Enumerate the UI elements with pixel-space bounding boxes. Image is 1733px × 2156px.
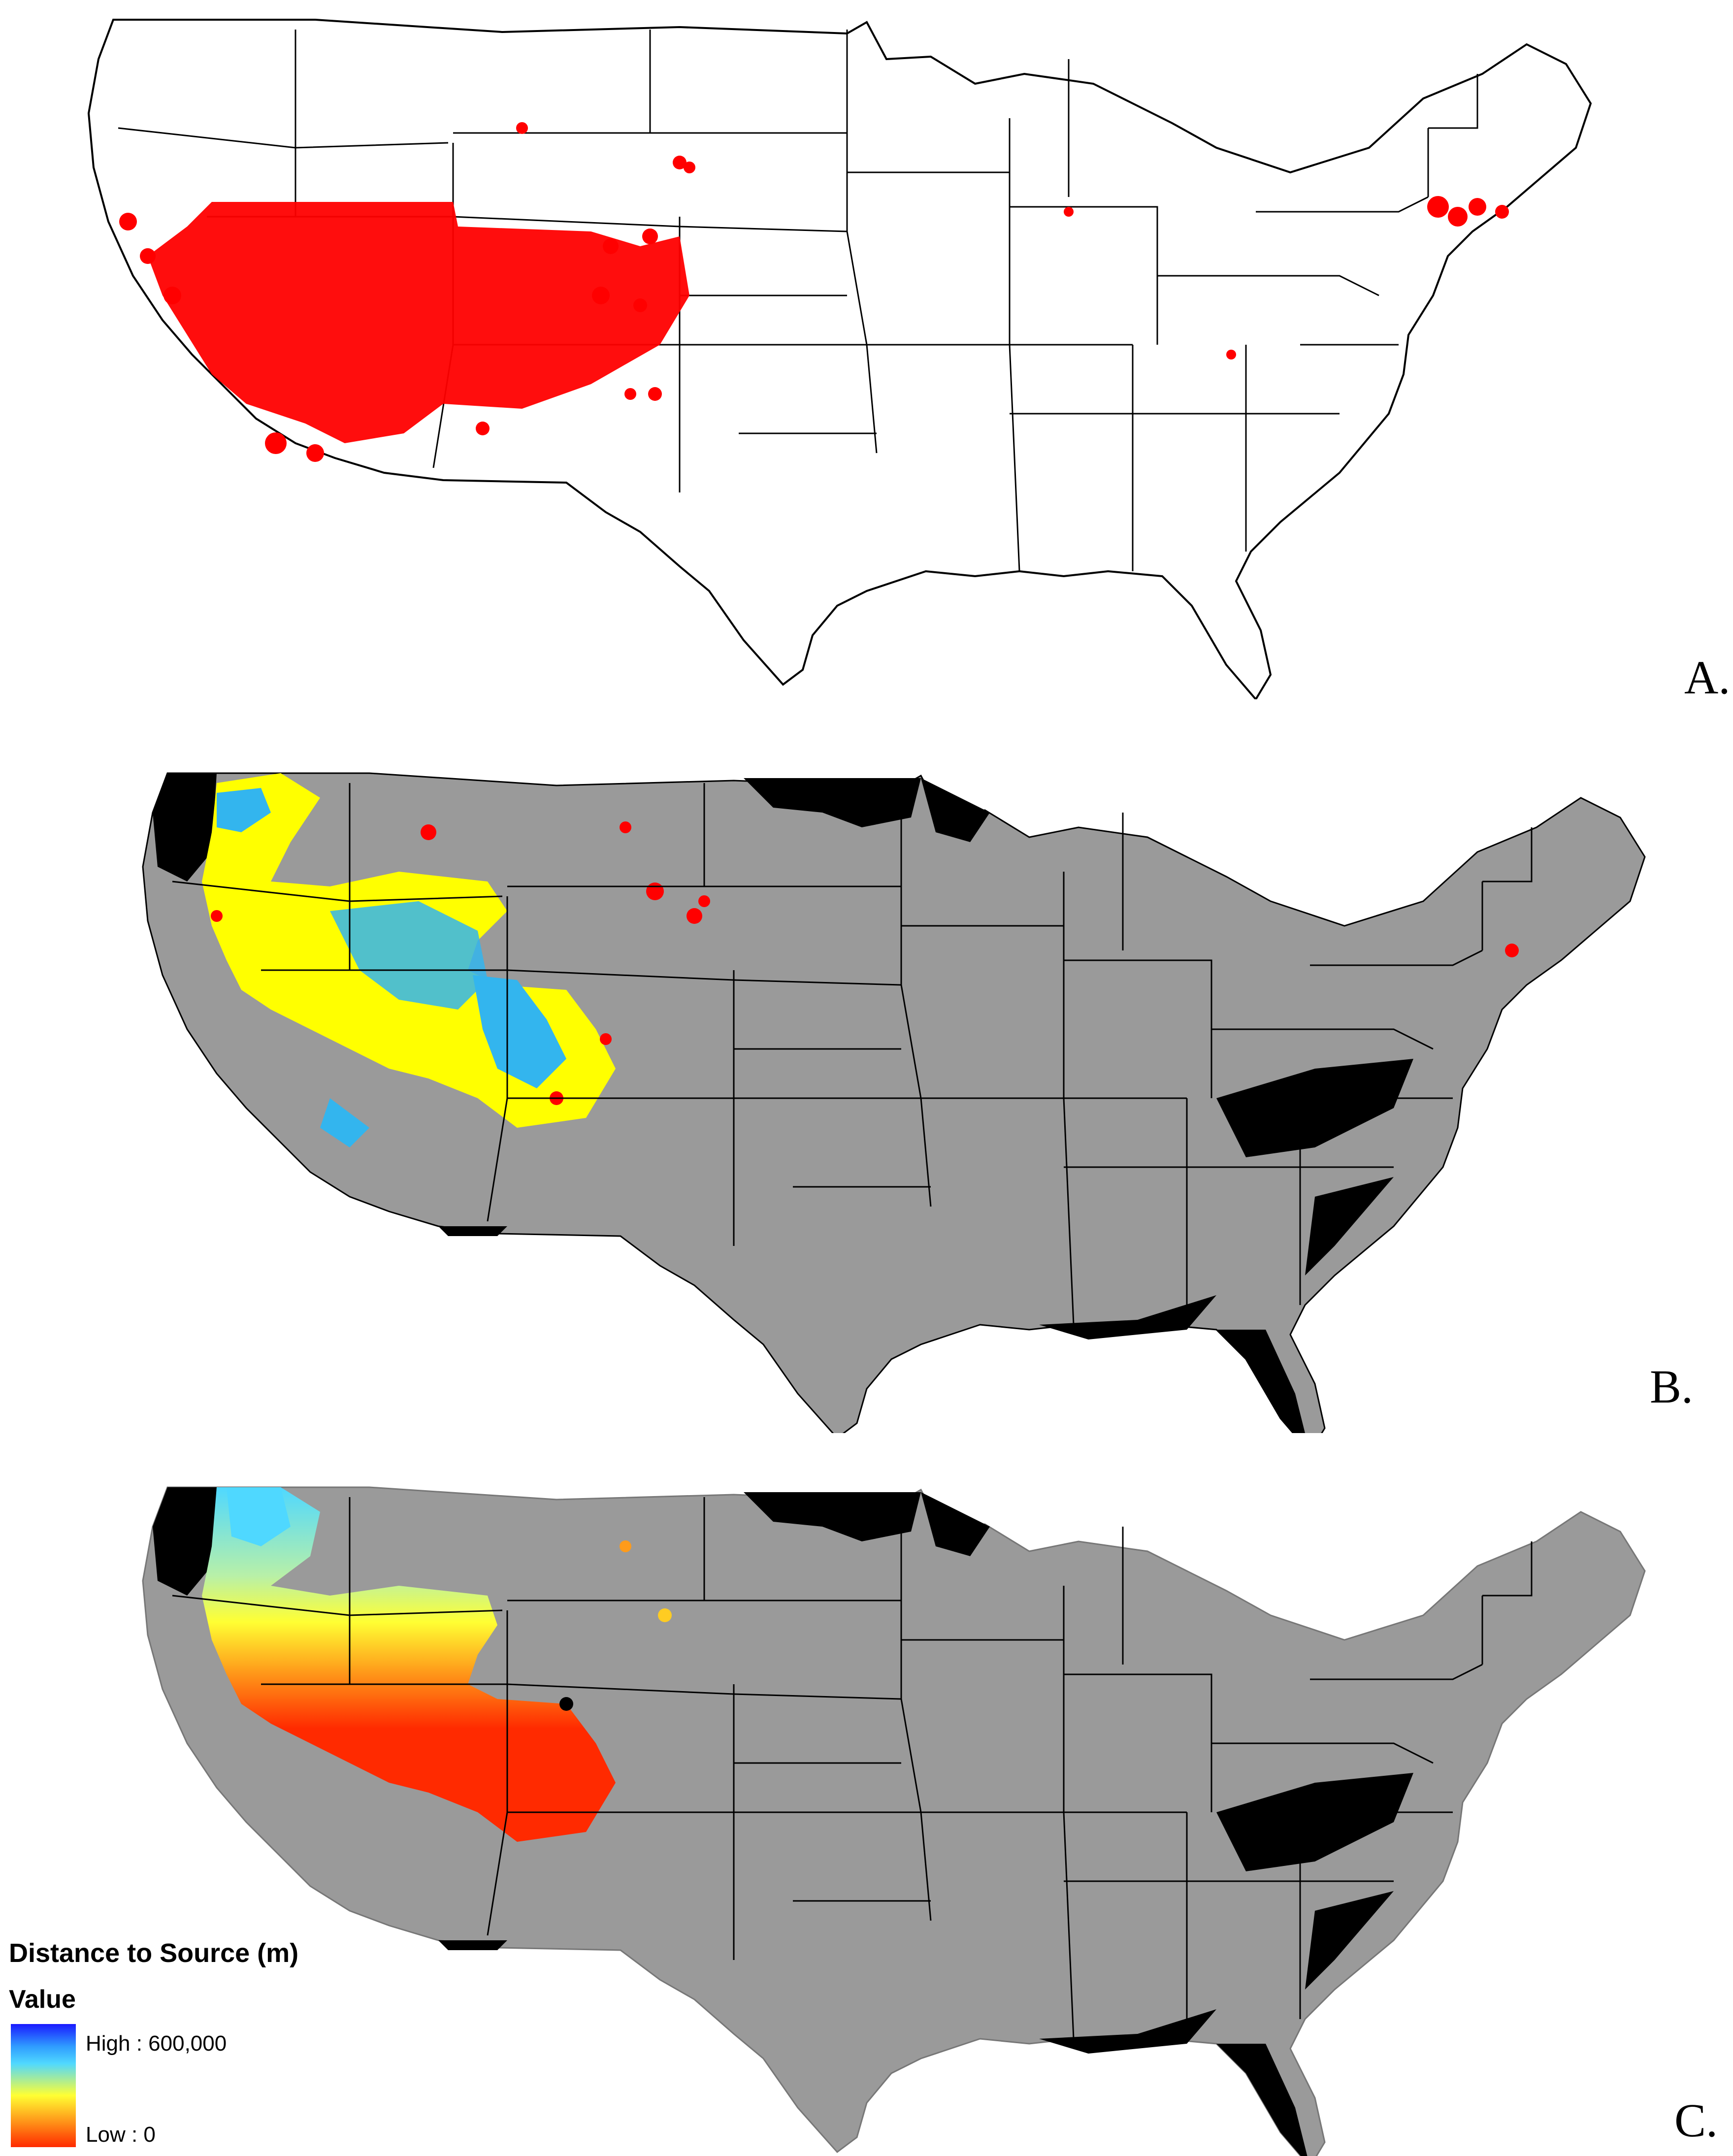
map-panel-a: A. — [0, 0, 1733, 704]
map-panel-c: C. — [0, 1458, 1733, 2156]
map-panel-b: B. — [0, 744, 1733, 1433]
legend: Distance to Source (m) Value High : 600,… — [9, 1938, 413, 2155]
panel-label-a: A. — [1684, 651, 1731, 704]
us-outline — [142, 772, 1646, 1433]
legend-subtitle: Value — [9, 1985, 76, 2014]
legend-low-label: Low : 0 — [86, 2123, 156, 2147]
legend-high-label: High : 600,000 — [86, 2031, 227, 2056]
excluded-areas — [153, 1487, 1413, 2156]
distance-surface — [202, 1487, 672, 1842]
occurrence-points — [119, 122, 1509, 462]
panel-label-b: B. — [1650, 1360, 1694, 1413]
legend-color-ramp — [11, 2024, 76, 2147]
suitability-classes — [202, 773, 1519, 1147]
excluded-areas — [153, 773, 1413, 1433]
legend-title: Distance to Source (m) — [9, 1938, 299, 1968]
panel-label-c: C. — [1674, 2094, 1718, 2147]
